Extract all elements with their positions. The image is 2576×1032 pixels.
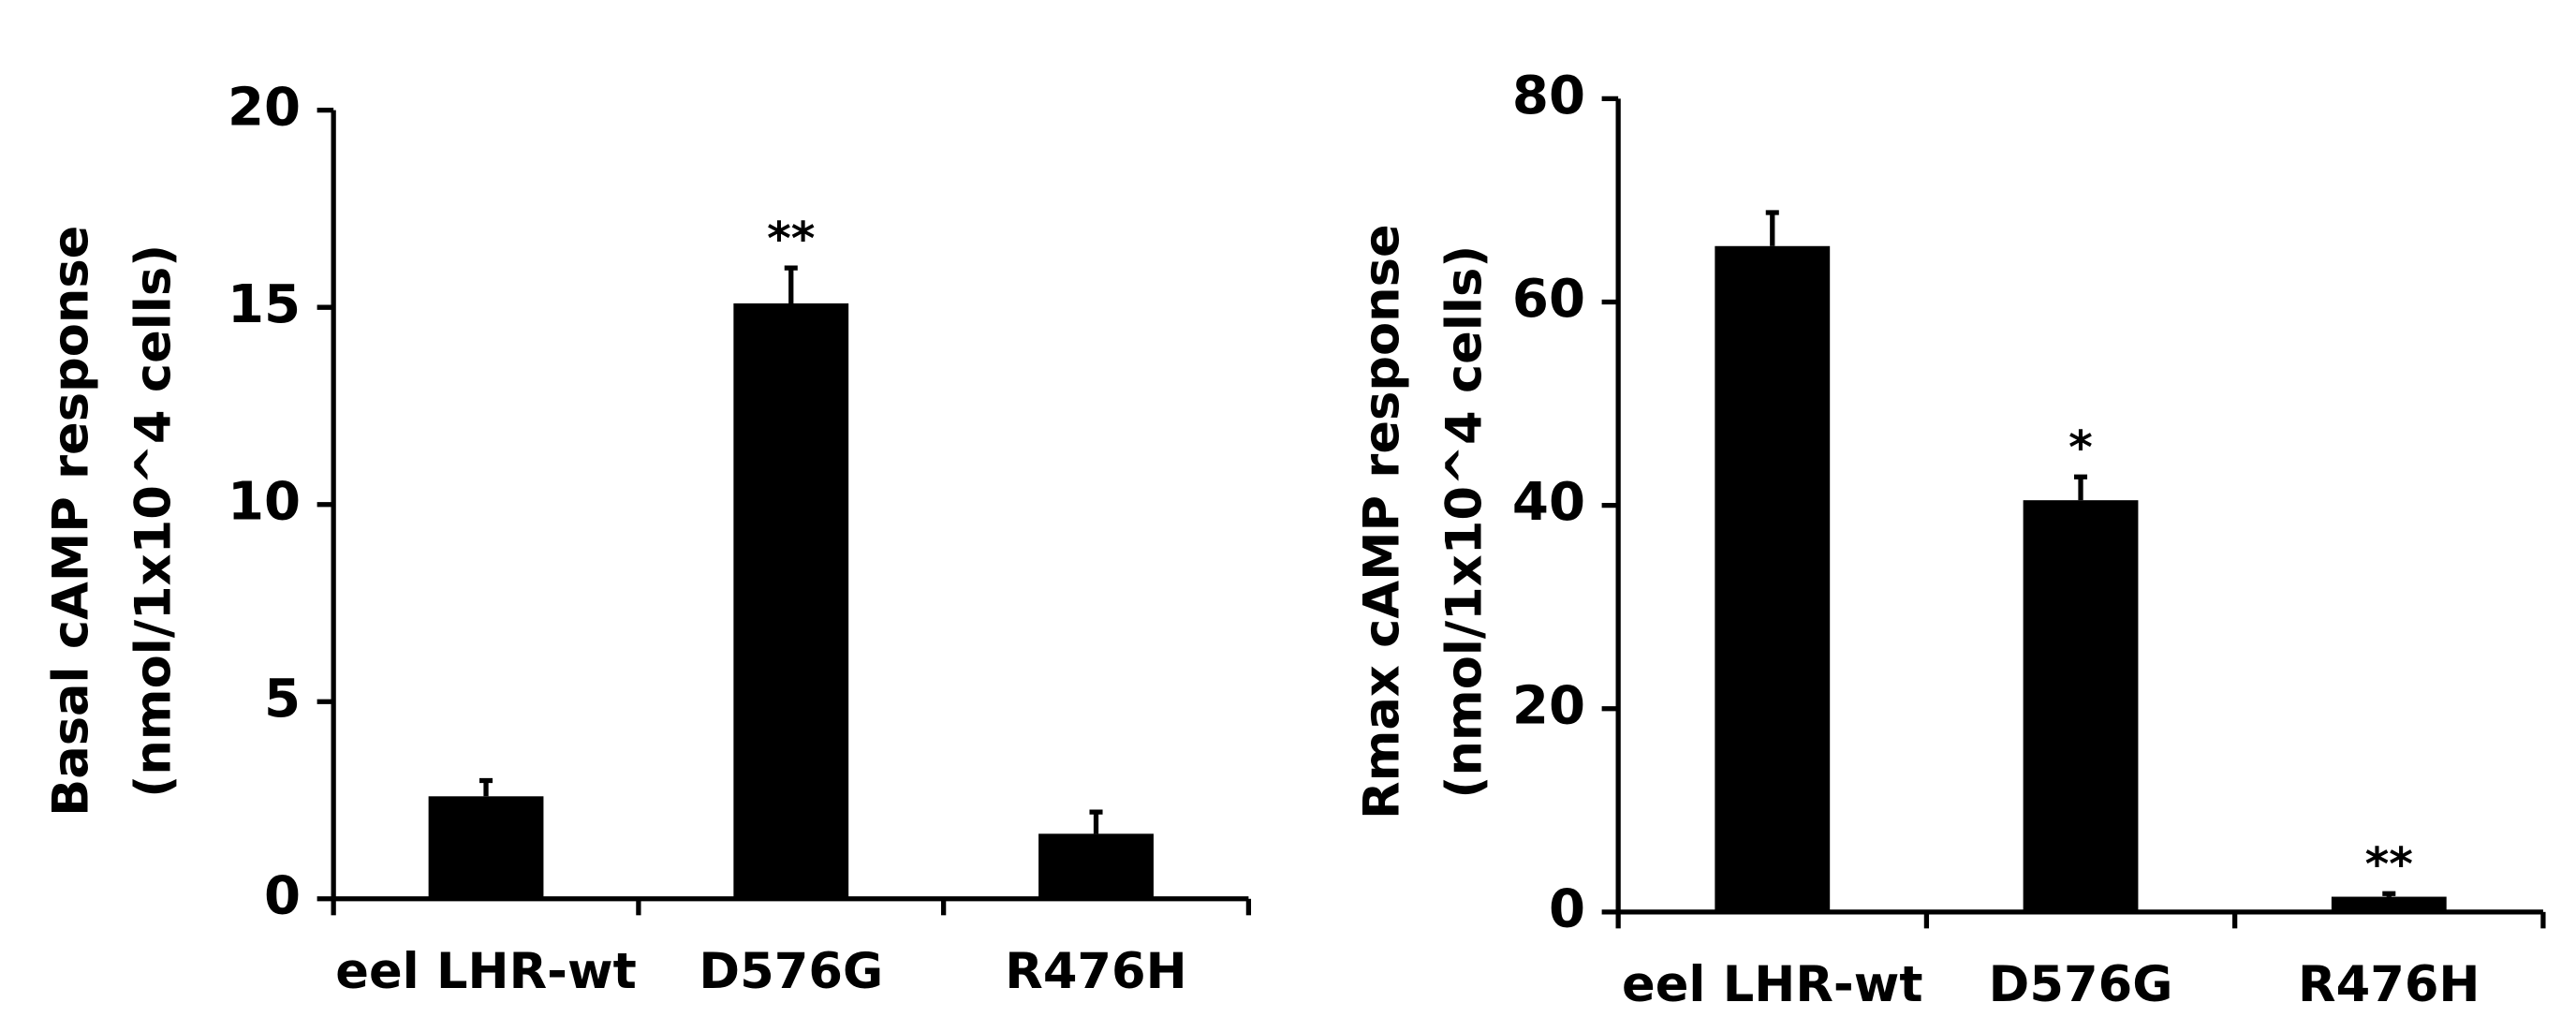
x-tick-label: eel LHR-wt <box>1622 956 1922 1013</box>
x-tick-label: D576G <box>699 943 883 1000</box>
error-bar <box>1089 809 1103 834</box>
bar <box>428 796 544 899</box>
y-tick-label: 0 <box>1549 878 1585 939</box>
y-tick-label: 40 <box>1512 472 1585 533</box>
x-tick-label: eel LHR-wt <box>335 943 636 1000</box>
y-axis-label: Basal cAMP response <box>43 226 100 817</box>
y-tick-label: 20 <box>228 77 301 138</box>
y-tick-label: 20 <box>1512 675 1585 736</box>
significance-label: ** <box>2365 837 2413 892</box>
y-tick-label: 5 <box>264 669 301 730</box>
error-bar <box>479 777 493 797</box>
y-axis-label: (nmol/1x10^4 cells) <box>1435 245 1493 799</box>
significance-label: ** <box>767 212 815 266</box>
y-tick-label: 10 <box>228 471 301 532</box>
error-bar <box>784 265 798 303</box>
error-bar <box>1765 210 1779 246</box>
bar <box>1715 245 1831 912</box>
x-tick-label: R476H <box>1005 943 1186 1000</box>
y-axis-label: (nmol/1x10^4 cells) <box>125 244 182 798</box>
y-tick-label: 0 <box>264 865 301 926</box>
y-tick-label: 60 <box>1512 269 1585 330</box>
error-bar <box>2382 891 2396 897</box>
bar <box>2023 500 2139 912</box>
y-axis-label: Rmax cAMP response <box>1354 224 1411 819</box>
error-bar <box>2074 474 2088 501</box>
bar <box>733 302 849 899</box>
x-tick-label: R476H <box>2298 956 2480 1013</box>
bar <box>1038 833 1154 899</box>
y-tick-label: 80 <box>1512 66 1585 126</box>
significance-label: * <box>2068 420 2093 475</box>
y-tick-label: 15 <box>228 274 301 335</box>
x-tick-label: D576G <box>1989 956 2173 1013</box>
bar <box>2331 896 2447 912</box>
